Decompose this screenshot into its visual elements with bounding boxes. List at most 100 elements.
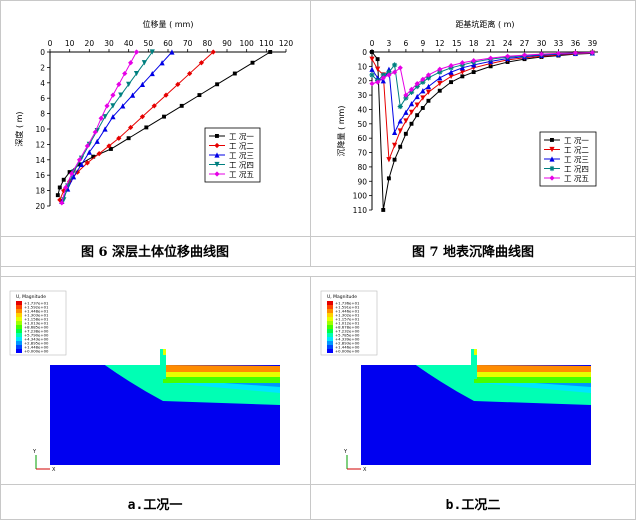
data-point: [149, 49, 155, 55]
data-point: [139, 81, 146, 87]
grid-center-top: [310, 0, 311, 266]
y-tick-label: 0: [362, 48, 367, 57]
data-point: [118, 92, 124, 98]
legend-marker: [549, 165, 555, 172]
y-tick-label: 6: [40, 94, 45, 103]
data-point: [104, 103, 110, 109]
y-tick-label: 10: [357, 62, 367, 71]
data-point: [149, 70, 155, 77]
fem-legend-value: +1.448e+00: [24, 345, 49, 350]
legend-label: 工 况三: [229, 151, 254, 160]
fem-legend-value: +2.893e+00: [335, 341, 360, 346]
y-tick-label: 40: [357, 105, 367, 114]
fem-legend-value: +1.446e+00: [335, 345, 360, 350]
fem-legend-swatch: [16, 349, 22, 353]
figure7-chart: 距基坑距离 ( m)0 3 6 9 12 15 18 21 24 27 30 33 36 39010203…: [336, 19, 598, 215]
data-point: [471, 70, 476, 75]
series-line-5: [371, 52, 593, 97]
x-tick-label: 0: [48, 39, 53, 48]
fem-legend-swatch: [16, 305, 22, 309]
data-point: [71, 169, 77, 175]
data-point: [471, 62, 477, 68]
x-tick-label: 40: [124, 39, 134, 48]
grid-left: [0, 0, 1, 520]
data-point: [448, 73, 454, 80]
fem-legend-value: +1.592e+01: [24, 305, 49, 310]
data-point: [425, 89, 432, 95]
data-point: [488, 64, 493, 69]
data-point: [572, 50, 578, 56]
fem-legend-swatch: [16, 333, 22, 337]
legend-label: 工 况一: [564, 136, 589, 145]
data-point: [460, 74, 465, 79]
fem-contour-a: U, Magnitude+1.737e+01+1.592e+01+1.448e+…: [9, 290, 280, 473]
data-point: [215, 82, 220, 87]
x-tick-label: 27: [520, 39, 530, 48]
legend-marker: [214, 152, 220, 158]
x-axis-title: 距基坑距离 ( m): [455, 19, 514, 29]
data-point: [408, 109, 415, 115]
y-tick-label: 110: [353, 206, 368, 215]
y-tick-label: 0: [40, 48, 45, 57]
fem-axis-x-label: X: [363, 467, 367, 473]
fem-contour-b: U, Magnitude+1.736e+01+1.591e+01+1.446e+…: [320, 290, 591, 473]
fem-wall-top: [163, 349, 166, 355]
fem-legend-value: +1.446e+01: [335, 309, 360, 314]
x-tick-label: 30: [537, 39, 547, 48]
fem-contour-band: [163, 365, 280, 372]
data-point: [91, 154, 96, 159]
data-point: [61, 177, 66, 182]
data-point: [381, 208, 386, 212]
fem-legend-value: +4.343e+00: [24, 337, 49, 342]
legend-marker: [215, 134, 219, 138]
data-point: [169, 49, 175, 55]
data-point: [250, 60, 255, 65]
data-point: [392, 142, 398, 148]
fem-legend-swatch: [327, 321, 333, 325]
legend-label: 工 况五: [229, 170, 254, 179]
data-point: [128, 124, 134, 131]
series-line-1: [371, 51, 593, 211]
y-axis-title: 沉降量 ( mm): [336, 106, 346, 157]
x-tick-label: 24: [503, 39, 513, 48]
data-point: [175, 81, 181, 87]
grid-mid3: [0, 276, 636, 277]
data-point: [397, 65, 403, 71]
fem-legend-swatch: [327, 313, 333, 317]
data-point: [120, 103, 126, 109]
fem-legend-value: +8.685e+00: [24, 325, 49, 330]
x-tick-label: 100: [240, 39, 255, 48]
x-tick-label: 70: [183, 39, 193, 48]
data-point: [375, 57, 380, 62]
y-tick-label: 20: [357, 77, 367, 86]
legend-label: 工 况三: [564, 155, 589, 164]
fem-legend-swatch: [16, 325, 22, 329]
figure6-caption: 图 6 深层土体位移曲线图: [80, 245, 230, 260]
fem-legend-value: +1.013e+01: [24, 321, 49, 326]
legend-marker: [549, 146, 555, 153]
fem-legend-value: +1.012e+01: [335, 321, 360, 326]
fem-legend-value: +1.736e+01: [335, 301, 360, 306]
y-tick-label: 2: [40, 63, 45, 72]
data-point: [538, 51, 545, 57]
data-point: [403, 118, 409, 124]
data-point: [370, 50, 374, 54]
fem-legend-swatch: [327, 309, 333, 313]
series-line-2: [371, 52, 593, 160]
data-point: [67, 170, 72, 175]
fem-axis-y-label: Y: [343, 449, 348, 455]
data-point: [449, 80, 453, 85]
data-point: [375, 66, 381, 72]
data-point: [420, 88, 426, 94]
y-tick-label: 50: [357, 120, 367, 129]
grid-mid1: [0, 236, 636, 237]
y-tick-label: 70: [357, 149, 367, 158]
data-point: [106, 143, 112, 149]
data-point: [414, 102, 420, 108]
data-point: [187, 70, 193, 77]
fem-caption-a: a.工况一: [127, 498, 183, 513]
data-point: [110, 92, 116, 98]
series-line-4: [63, 51, 153, 200]
data-point: [448, 69, 454, 75]
data-point: [414, 93, 420, 100]
